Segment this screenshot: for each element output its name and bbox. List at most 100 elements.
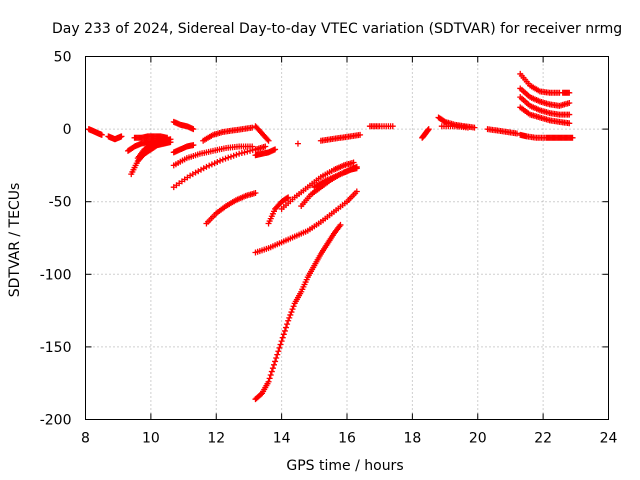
chart-title: Day 233 of 2024, Sidereal Day-to-day VTE… [52,21,622,37]
series-arc22 [317,131,364,144]
x-tick-label: 20 [469,431,487,447]
data-point [270,361,277,368]
data-point [265,378,272,385]
data-point [217,157,224,164]
series-arc16 [278,159,357,212]
x-axis-label: GPS time / hours [286,458,403,474]
data-point [350,159,357,166]
data-point [285,317,292,324]
data-point [278,338,285,345]
series-arc33 [517,104,573,127]
x-tick-label: 8 [81,431,90,447]
series-arc24 [419,126,432,141]
series-arc12 [203,189,259,227]
data-point [264,136,271,143]
data-point [389,123,396,130]
x-tick-label: 12 [207,431,225,447]
data-point [190,142,197,149]
x-tick-label: 10 [142,431,160,447]
series-arc11 [170,143,269,191]
y-tick-label: 0 [63,122,72,138]
data-point [284,321,291,328]
y-axis-label: SDTVAR / TECUs [7,183,23,298]
data-point [167,136,174,143]
x-tick-label: 24 [600,431,618,447]
series-arc06 [134,136,174,162]
grid-lines [85,56,609,420]
data-point [214,159,221,166]
data-point [233,151,240,158]
y-tick-labels: 50 0 -50 -100 -150 -200 [40,50,72,429]
series-arc01 [85,126,105,138]
series-arc14 [252,123,272,144]
data-point [211,160,218,167]
data-point [219,156,226,163]
data-point [294,140,301,147]
data-point [190,126,197,133]
data-point [281,327,288,334]
x-tick-label: 22 [534,431,552,447]
series-arc26 [438,123,471,131]
series-arc23 [366,123,396,130]
data-point [425,126,432,133]
y-tick-label: -150 [40,340,72,356]
data-point [272,358,279,365]
x-tick-label: 16 [338,431,356,447]
data-point [236,150,243,157]
data-point [464,124,471,131]
series-arc32 [517,94,573,118]
data-point [290,303,297,310]
data-point [208,161,215,168]
series-arc13 [252,146,279,159]
data-point [266,375,273,382]
x-tick-labels: 8 10 12 14 16 18 20 22 24 [81,431,617,447]
data-point [241,149,248,156]
series-arc02 [105,133,125,143]
series-arc18 [311,165,360,191]
data-point [238,150,245,157]
data-point [288,309,295,316]
x-tick-label: 14 [273,431,291,447]
data-point [244,148,251,155]
data-point [252,189,259,196]
data-point [569,134,576,141]
data-point [285,194,292,201]
series-arc30 [559,89,573,96]
y-tick-label: -100 [40,267,72,283]
data-point [275,348,282,355]
data-point [566,120,573,127]
series-arc31 [517,85,573,109]
data-point [289,306,296,313]
data-point [206,162,213,169]
data-point [282,324,289,331]
data-point [249,147,256,154]
data-point [277,341,284,348]
data-point [279,334,286,341]
data-point [566,89,573,96]
data-point [274,351,281,358]
series-arc27 [484,126,520,137]
data-point [566,99,573,106]
series-arc09 [200,124,256,144]
data-point [98,131,105,138]
plot-frame [85,56,609,420]
series-arc07 [170,118,197,133]
data-point [471,124,478,131]
data-point [440,118,447,125]
series-arc08 [170,142,197,156]
x-tick-label: 18 [403,431,421,447]
series-arc19 [252,188,360,256]
data-point [513,130,520,137]
y-tick-label: -200 [40,413,72,429]
data-point [269,365,276,372]
data-point [286,314,293,321]
data-point [225,154,232,161]
y-tick-label: 50 [54,50,72,66]
series-arc21 [294,140,301,147]
data-point [203,163,210,170]
data-point [272,146,279,153]
series-arc03 [131,133,171,141]
data-point [353,188,360,195]
data-point [222,155,229,162]
